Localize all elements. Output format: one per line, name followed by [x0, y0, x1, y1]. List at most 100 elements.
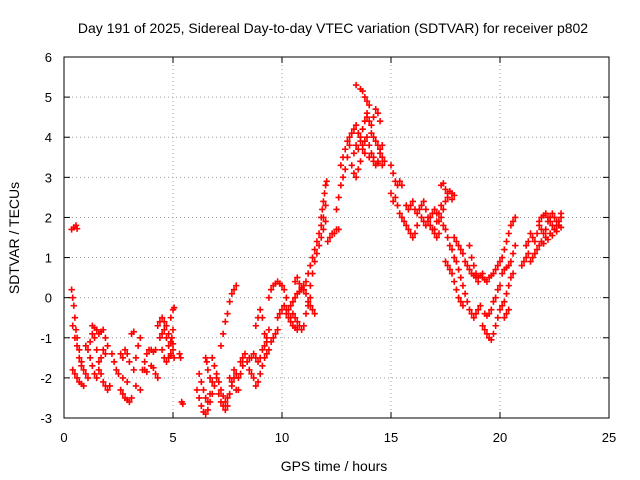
data-point: [437, 202, 445, 209]
data-point: [154, 374, 161, 382]
data-point: [320, 226, 327, 233]
data-point: [72, 326, 80, 333]
data-point: [161, 318, 168, 325]
data-point: [169, 326, 177, 333]
data-point: [259, 362, 266, 370]
data-point: [496, 282, 504, 289]
data-point: [505, 306, 512, 313]
x-axis-label: GPS time / hours: [281, 458, 388, 474]
data-point: [542, 226, 549, 233]
data-point: [503, 310, 510, 317]
data-point: [89, 362, 96, 370]
data-point: [372, 138, 379, 145]
data-point: [335, 194, 342, 201]
data-point: [322, 218, 329, 225]
data-point: [431, 206, 438, 213]
data-point: [533, 246, 541, 253]
data-point: [342, 166, 349, 173]
data-point: [492, 266, 499, 273]
data-point: [451, 192, 458, 199]
data-point: [102, 334, 109, 341]
data-point: [490, 330, 497, 337]
data-point: [363, 97, 371, 105]
data-point: [348, 130, 355, 137]
data-point: [361, 150, 369, 157]
data-point: [73, 225, 81, 232]
data-point: [257, 354, 264, 362]
data-point: [143, 368, 151, 376]
data-point: [398, 182, 406, 189]
data-point: [409, 198, 416, 205]
data-point: [115, 370, 122, 378]
data-point: [490, 270, 497, 277]
data-point: [363, 109, 371, 117]
data-point: [400, 218, 408, 225]
data-point: [505, 282, 512, 289]
data-point: [132, 382, 140, 390]
data-point: [451, 254, 458, 261]
data-point: [300, 282, 307, 289]
data-point: [311, 258, 318, 265]
data-point: [522, 254, 530, 261]
data-point: [551, 214, 558, 221]
data-point: [459, 282, 467, 289]
data-point: [370, 113, 377, 121]
data-point: [294, 318, 301, 325]
data-point: [274, 314, 281, 321]
data-point: [346, 134, 353, 141]
data-point: [444, 234, 451, 241]
data-point: [217, 386, 225, 394]
data-point: [261, 342, 268, 349]
data-point: [536, 218, 543, 225]
data-point: [311, 246, 318, 253]
data-point: [209, 378, 216, 386]
data-point: [117, 350, 124, 358]
y-tick-label: -3: [40, 411, 52, 426]
data-point: [239, 354, 246, 362]
data-point: [350, 126, 358, 133]
data-point: [527, 258, 534, 265]
data-point: [396, 178, 403, 185]
data-point: [263, 350, 270, 358]
data-point: [130, 366, 137, 374]
data-point: [459, 250, 467, 257]
data-point: [313, 250, 321, 257]
data-point: [265, 346, 273, 354]
y-tick-label: 5: [45, 90, 52, 105]
data-point: [163, 322, 170, 329]
data-point: [246, 366, 253, 374]
data-point: [89, 330, 96, 337]
data-point: [280, 302, 288, 309]
data-point: [163, 334, 170, 341]
data-point: [520, 258, 528, 265]
data-point: [78, 362, 85, 370]
data-point: [488, 306, 495, 313]
data-point: [315, 230, 323, 237]
data-point: [392, 194, 399, 201]
data-point: [97, 354, 105, 362]
data-point: [226, 390, 233, 398]
y-tick-label: 4: [45, 130, 52, 145]
data-point: [355, 166, 362, 173]
data-point: [239, 362, 246, 370]
data-point: [152, 370, 159, 378]
data-point: [440, 222, 447, 229]
data-point: [389, 198, 397, 205]
data-point: [509, 218, 517, 225]
data-point: [448, 270, 456, 277]
data-point: [339, 154, 347, 161]
data-point: [542, 210, 549, 217]
data-point: [294, 274, 301, 281]
data-point: [464, 298, 471, 305]
data-point: [320, 214, 327, 221]
data-point: [509, 270, 517, 277]
data-point: [307, 262, 314, 269]
data-point: [106, 382, 113, 390]
data-point: [211, 382, 218, 390]
data-point: [302, 290, 310, 297]
data-point: [527, 230, 534, 237]
data-point: [435, 230, 443, 237]
data-point: [446, 242, 454, 249]
data-point: [464, 262, 471, 269]
data-point: [224, 394, 231, 402]
